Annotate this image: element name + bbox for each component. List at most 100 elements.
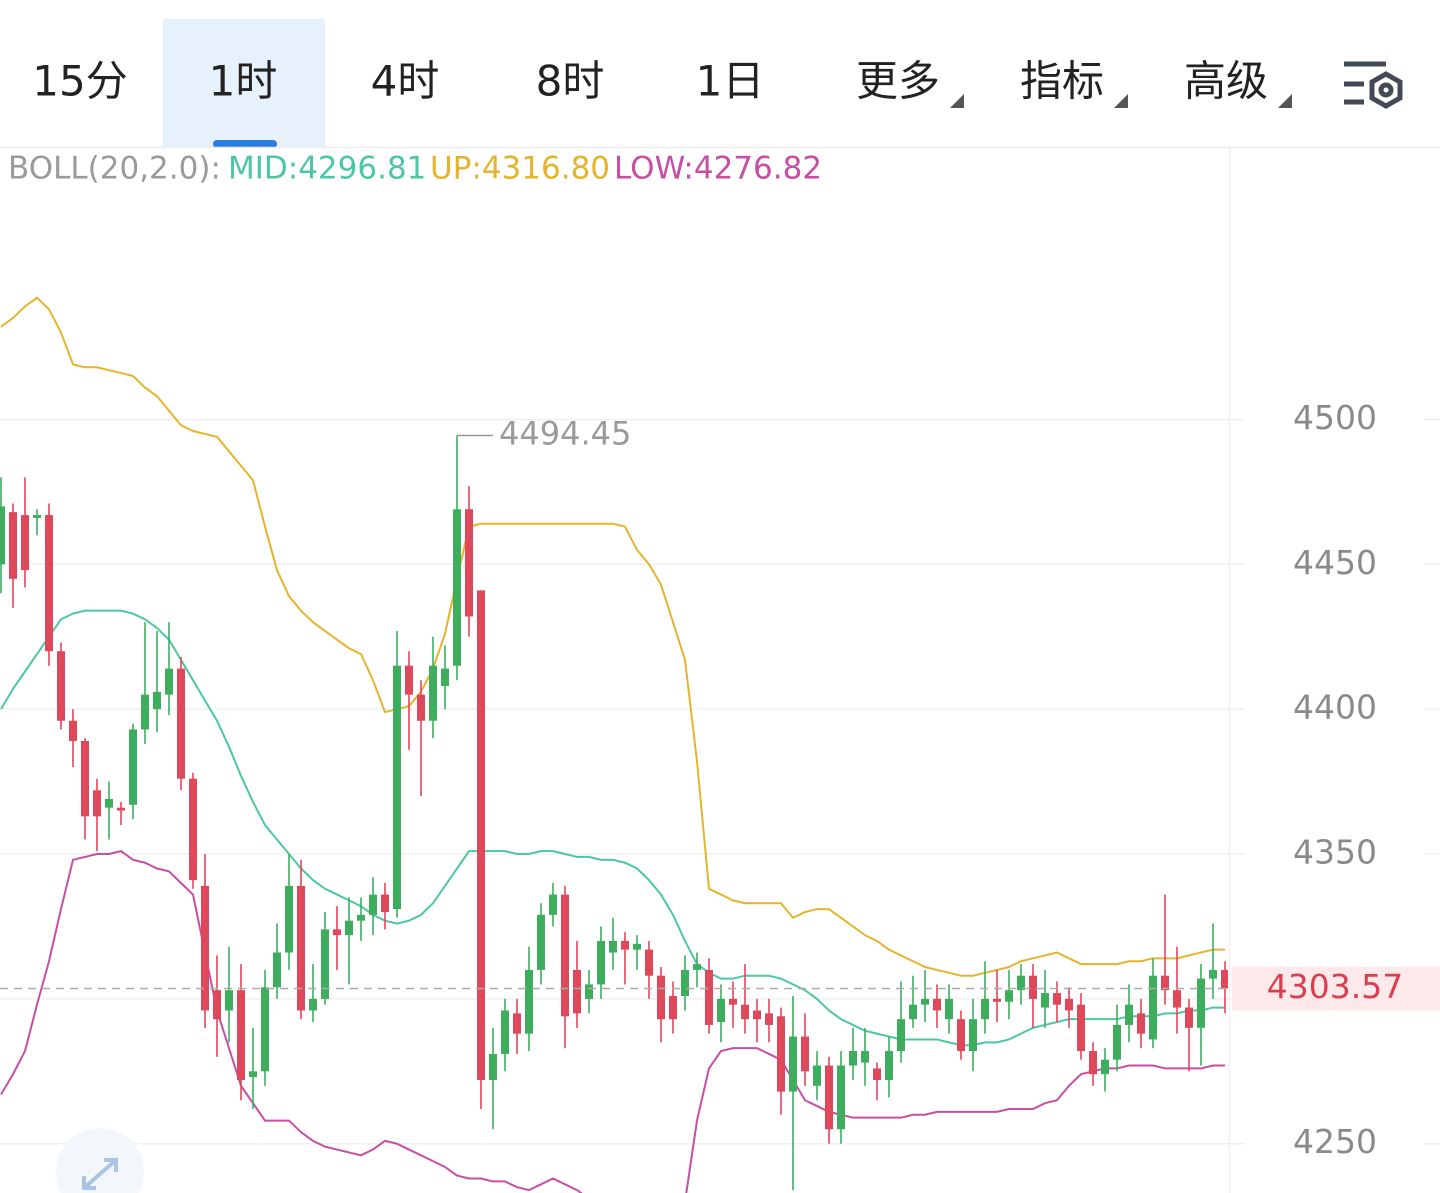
candle-body <box>453 509 461 666</box>
candle-body <box>345 920 353 936</box>
candle-body <box>309 998 317 1011</box>
candle-body <box>1005 990 1013 1002</box>
candle-body <box>117 807 125 811</box>
candle-body <box>429 665 437 721</box>
candle-body <box>669 995 677 1020</box>
candle-body <box>237 990 245 1081</box>
candle-body <box>789 1036 797 1092</box>
boll-band <box>0 296 1225 977</box>
candle-body <box>381 894 389 912</box>
candle-body <box>573 969 581 1014</box>
tab[interactable]: 1时 <box>209 57 278 106</box>
candle-body <box>141 694 149 730</box>
candle-body <box>525 969 533 1034</box>
boll-band <box>0 609 1225 1047</box>
expand-bg <box>56 1128 144 1193</box>
icon-hex <box>1369 71 1403 109</box>
candle-body <box>837 1065 845 1130</box>
candle-body <box>657 975 665 1020</box>
dropdown-caret <box>1114 94 1128 108</box>
candle-body <box>1209 969 1217 979</box>
candle-body <box>1017 975 1025 991</box>
candle-body <box>213 990 221 1020</box>
low-value: LOW:4276.82 <box>614 151 822 187</box>
candle-body <box>921 998 929 1005</box>
candle-body <box>957 1019 965 1052</box>
last-price-bg <box>1232 966 1440 1011</box>
candle-body <box>693 964 701 970</box>
candle-body <box>417 694 425 721</box>
candle-body <box>609 940 617 953</box>
candle-body <box>93 790 101 817</box>
candle-body <box>1125 1004 1133 1025</box>
candle-body <box>933 998 941 1011</box>
candle-body <box>777 1016 785 1092</box>
y-tick-label: 4400 <box>1293 688 1377 727</box>
candle-body <box>1029 975 1037 999</box>
candle-body <box>897 1019 905 1052</box>
expand-icon <box>82 1158 118 1190</box>
tab[interactable]: 15分 <box>32 57 127 106</box>
candle-body <box>261 987 269 1072</box>
candle-body <box>225 990 233 1011</box>
candle-body <box>873 1068 881 1081</box>
candle-body <box>585 984 593 999</box>
candle-body <box>489 1053 497 1081</box>
candle-body <box>9 512 17 579</box>
candle-body <box>1137 1013 1145 1034</box>
candle-body <box>597 940 605 985</box>
candle-body <box>105 798 113 808</box>
candle-body <box>753 1010 761 1020</box>
candle-body <box>849 1051 857 1066</box>
candle-body <box>681 969 689 996</box>
candle-body <box>297 885 305 1011</box>
candle-body <box>249 1071 257 1078</box>
candle-body <box>21 515 29 571</box>
candle-body <box>981 998 989 1020</box>
candle-body <box>333 929 341 936</box>
candle-body <box>405 665 413 695</box>
tab[interactable]: 4时 <box>371 57 440 106</box>
settings-icon[interactable] <box>1344 61 1403 109</box>
y-tick-label: 4450 <box>1293 543 1377 582</box>
candle-body <box>1185 1007 1193 1028</box>
expand-button[interactable] <box>56 1128 144 1193</box>
y-tick-label: 4350 <box>1293 833 1377 872</box>
candle-body <box>645 949 653 976</box>
candle-body <box>201 885 209 1011</box>
candle-body <box>1101 1059 1109 1075</box>
tab[interactable]: 指标 <box>1020 57 1104 106</box>
dropdown-caret <box>950 94 964 108</box>
tab[interactable]: 高级 <box>1184 57 1268 106</box>
candle-body <box>1053 993 1061 1005</box>
candle-body <box>1077 1004 1085 1052</box>
candle-body <box>1197 978 1205 1028</box>
tab[interactable]: 更多 <box>856 57 940 106</box>
candle-body <box>45 515 53 652</box>
candle-body <box>273 952 281 988</box>
candle-body <box>1065 998 1073 1011</box>
candle-body <box>153 691 161 710</box>
candle-body <box>705 969 713 1025</box>
candle-body <box>81 741 89 817</box>
dropdown-caret <box>1278 94 1292 108</box>
candle-body <box>1113 1024 1121 1060</box>
indicator-name: BOLL(20,2.0): <box>8 151 221 187</box>
candle-body <box>1161 975 1169 991</box>
candle-body <box>69 720 77 742</box>
candle-body <box>57 651 65 721</box>
candle-body <box>801 1036 809 1072</box>
candle-body <box>513 1013 521 1034</box>
up-value: UP:4316.80 <box>430 151 610 187</box>
tab[interactable]: 8时 <box>536 57 605 106</box>
candle-body <box>129 729 137 805</box>
candle-body <box>441 668 449 686</box>
candle-body <box>465 509 473 617</box>
candle-body <box>885 1051 893 1081</box>
candle-body <box>1089 1051 1097 1075</box>
tab[interactable]: 1日 <box>696 57 765 106</box>
candle-body <box>945 998 953 1020</box>
tab-bar: 15分 1时 4时 8时 1日 更多 指标 高级 <box>32 57 1292 108</box>
candle-body <box>621 940 629 950</box>
mid-value: MID:4296.81 <box>228 151 426 187</box>
